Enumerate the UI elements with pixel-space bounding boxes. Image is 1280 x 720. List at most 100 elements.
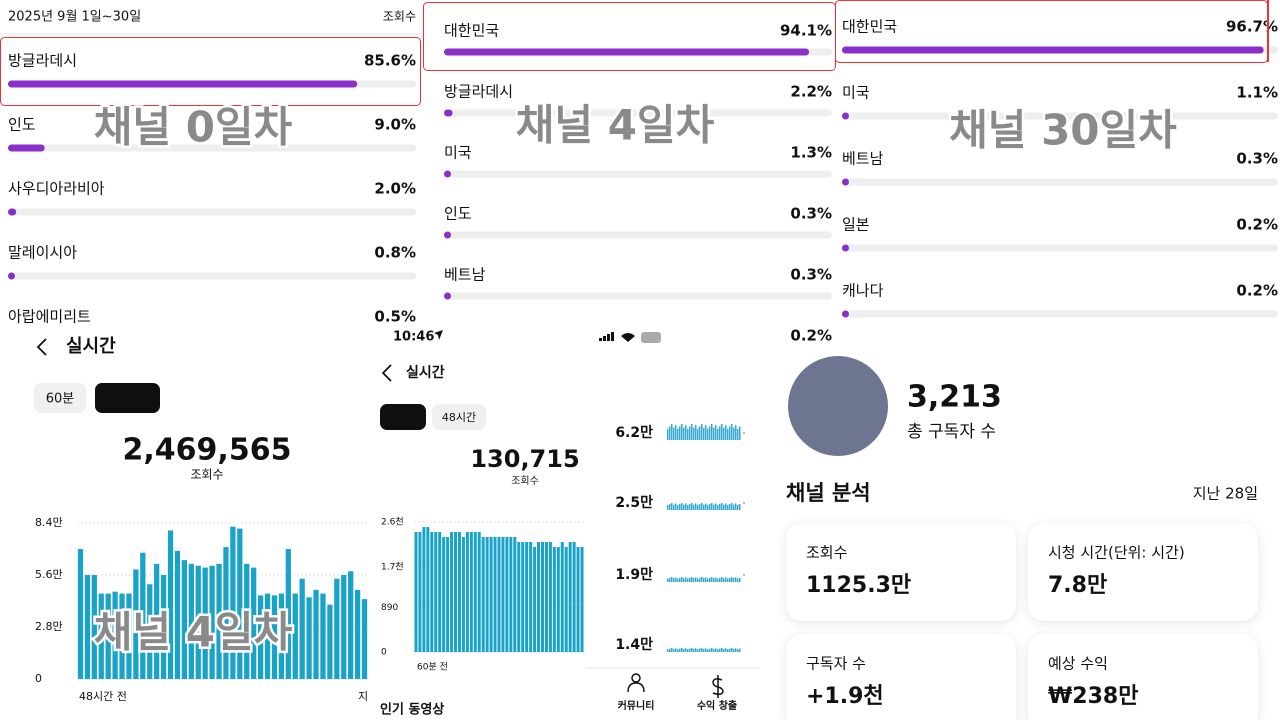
- nav-label[interactable]: 수익 창출: [697, 699, 737, 712]
- spark: [725, 503, 727, 510]
- share-bar: [444, 109, 453, 117]
- spark: [683, 648, 685, 652]
- tab-label: 60분: [391, 411, 415, 424]
- spark: [667, 578, 669, 582]
- thumbnail-sparkline: [667, 577, 741, 582]
- share-bar: [842, 244, 849, 252]
- thumbnail-sparkline: [667, 648, 741, 652]
- nav-label[interactable]: 커뮤니티: [618, 699, 655, 712]
- spark: [675, 648, 677, 652]
- share-bar: [842, 112, 849, 120]
- spark: [723, 578, 725, 582]
- y-tick-label: 2.6천: [381, 517, 404, 528]
- spark: [673, 427, 675, 440]
- spark: [735, 577, 737, 582]
- spark: [693, 648, 695, 652]
- signal-bar: [611, 332, 614, 341]
- back-arrow[interactable]: [36, 338, 47, 356]
- tab[interactable]: [95, 383, 160, 413]
- spark: [693, 427, 695, 440]
- spark: [703, 648, 705, 652]
- view-bar: [133, 569, 139, 679]
- view-bar: [216, 563, 222, 679]
- country-name: 방글라데시: [8, 52, 77, 70]
- back-arrow[interactable]: [381, 364, 392, 382]
- spark: [671, 577, 673, 582]
- bar-track: [444, 292, 832, 300]
- total-label: 조회수: [190, 468, 223, 482]
- date-range: 2025년 9월 1일~30일: [8, 10, 141, 25]
- tab[interactable]: [380, 404, 426, 430]
- spark: [693, 504, 695, 510]
- view-bar: [481, 537, 485, 652]
- view-bar: [244, 563, 250, 679]
- share-bar: [444, 292, 451, 300]
- tab[interactable]: [34, 383, 86, 413]
- spark: [723, 427, 725, 440]
- view-bar: [465, 532, 469, 652]
- country-share: 1.1%: [1236, 84, 1278, 102]
- metric-card[interactable]: [786, 523, 1016, 621]
- view-bar: [119, 593, 125, 679]
- country-name: 베트남: [444, 266, 486, 284]
- video-views: 6.2만: [615, 425, 653, 441]
- spark: [709, 426, 711, 440]
- spark: [687, 649, 689, 652]
- view-bar: [140, 552, 146, 679]
- bar-track: [444, 231, 832, 239]
- spark: [695, 648, 697, 652]
- spark: [681, 503, 683, 510]
- community-icon[interactable]: [627, 673, 645, 693]
- spark: [685, 577, 687, 582]
- view-bar: [126, 593, 132, 679]
- tab[interactable]: [432, 404, 486, 430]
- spark: [673, 504, 675, 510]
- country-share: 0.2%: [790, 327, 832, 345]
- view-bar: [576, 547, 580, 652]
- view-bar: [457, 532, 461, 652]
- view-bar: [264, 593, 271, 679]
- metric-card[interactable]: [1028, 634, 1258, 720]
- spark: [731, 648, 733, 652]
- view-bar: [271, 595, 278, 679]
- spark: [703, 427, 705, 440]
- view-bar: [513, 537, 517, 652]
- revenue-icon[interactable]: [712, 675, 724, 698]
- metric-card[interactable]: [1028, 523, 1258, 621]
- spark: [675, 577, 677, 582]
- view-bar: [334, 578, 340, 679]
- country-name: 미국: [842, 84, 870, 102]
- spark: [683, 504, 685, 510]
- spark: [669, 504, 671, 510]
- view-bar: [552, 547, 556, 652]
- view-bar: [306, 597, 312, 679]
- view-bar: [195, 565, 201, 679]
- spark: [707, 505, 709, 510]
- spark: [669, 577, 671, 582]
- country-share: 0.8%: [374, 244, 416, 262]
- tab-label: 48시간: [442, 411, 476, 424]
- spark: [667, 505, 669, 510]
- view-bar: [556, 547, 560, 652]
- subscriber-count: 3,213: [907, 380, 1002, 415]
- view-bar: [537, 542, 541, 652]
- spark: [695, 503, 697, 510]
- spark: [739, 577, 741, 582]
- spark: [739, 648, 741, 652]
- spark: [693, 578, 695, 582]
- card-value: 7.8만: [1048, 573, 1107, 598]
- view-bar: [327, 604, 333, 679]
- share-bar: [444, 48, 810, 56]
- view-bar: [469, 532, 473, 652]
- share-bar: [8, 80, 358, 88]
- metric-card[interactable]: [786, 634, 1016, 720]
- share-bar: [842, 310, 849, 318]
- y-tick-label: 0: [381, 648, 387, 658]
- view-bar: [174, 550, 181, 679]
- view-bar: [112, 591, 118, 679]
- view-bar: [461, 537, 465, 652]
- spark: [731, 424, 733, 440]
- spark: [697, 578, 699, 582]
- spark: [667, 649, 669, 652]
